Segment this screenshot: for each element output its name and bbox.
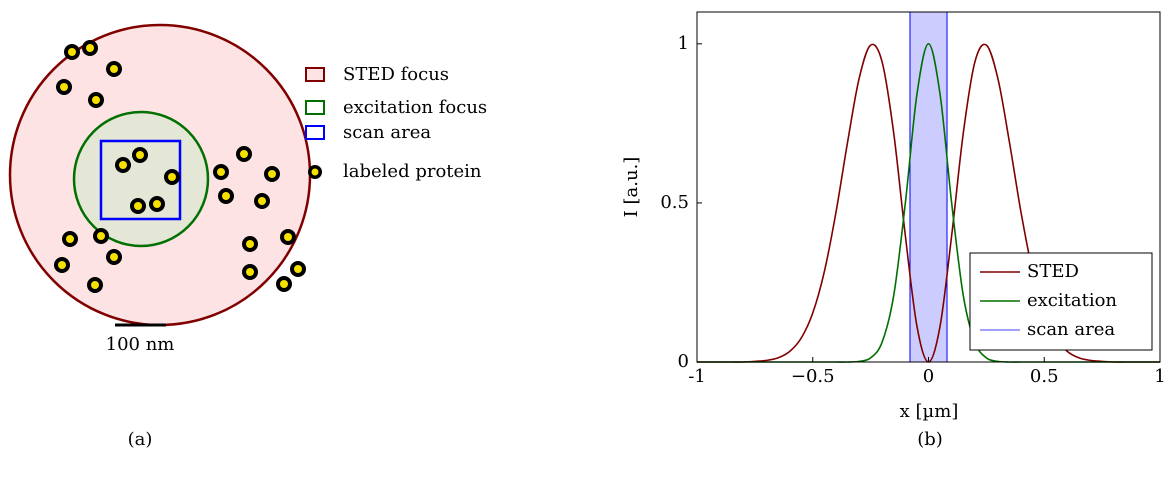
protein-core <box>168 173 176 181</box>
y-tick-label: 1 <box>678 33 689 54</box>
legend-swatch <box>305 67 325 82</box>
protein-core <box>258 197 266 205</box>
scan-area <box>99 139 182 221</box>
x-tick-label: 1 <box>1154 366 1165 387</box>
caption: (b) <box>917 429 943 450</box>
excitation-focus <box>72 110 210 248</box>
x-tick-label: -1 <box>688 366 706 387</box>
protein-core <box>97 232 105 240</box>
protein-core <box>268 170 276 178</box>
protein-core <box>91 281 99 289</box>
protein-core <box>222 192 230 200</box>
legend-label: STED focus <box>343 64 449 85</box>
legend-swatch <box>305 100 325 115</box>
x-axis-label: x [µm] <box>900 401 959 422</box>
protein-core <box>280 280 288 288</box>
protein-core <box>246 268 254 276</box>
scale-label: 100 nm <box>106 334 175 355</box>
protein-core <box>134 202 142 210</box>
x-tick-label: −0.5 <box>791 366 835 387</box>
y-axis-label: I [a.u.] <box>621 157 642 218</box>
protein-core <box>92 96 100 104</box>
protein-core <box>136 151 144 159</box>
x-tick-label: 0.5 <box>1030 366 1059 387</box>
protein-core <box>217 168 225 176</box>
proteins <box>54 40 306 293</box>
protein-core <box>246 240 254 248</box>
protein-core <box>240 150 248 158</box>
panel-b: (b) x [µm] I [a.u.] -1 −0.5 0 0.5 1 0 0.5 1 STED… <box>621 11 1166 450</box>
protein-core <box>60 83 68 91</box>
protein-core <box>66 235 74 243</box>
protein-core <box>58 261 66 269</box>
legend-label: STED <box>1027 261 1079 282</box>
legend-label: excitation <box>1027 290 1117 311</box>
protein-core <box>153 200 161 208</box>
legend-swatch <box>311 168 319 176</box>
scan-area-band <box>909 11 948 363</box>
legend-label: labeled protein <box>343 161 482 182</box>
protein-core <box>284 233 292 241</box>
panel-a: 100 nm STED focus excitation focus scan … <box>8 23 487 450</box>
caption: (a) <box>128 429 153 450</box>
protein-core <box>294 265 302 273</box>
x-tick-label: 0 <box>923 366 934 387</box>
y-tick-label: 0 <box>678 351 689 372</box>
protein-core <box>119 161 127 169</box>
protein-core <box>68 48 76 56</box>
legend-label: scan area <box>1027 319 1115 340</box>
protein-core <box>110 253 118 261</box>
legend-swatch <box>305 125 325 140</box>
legend-label: scan area <box>343 122 431 143</box>
protein-core <box>86 44 94 52</box>
legend-label: excitation focus <box>343 97 487 118</box>
y-tick-label: 0.5 <box>660 192 689 213</box>
protein-core <box>110 65 118 73</box>
